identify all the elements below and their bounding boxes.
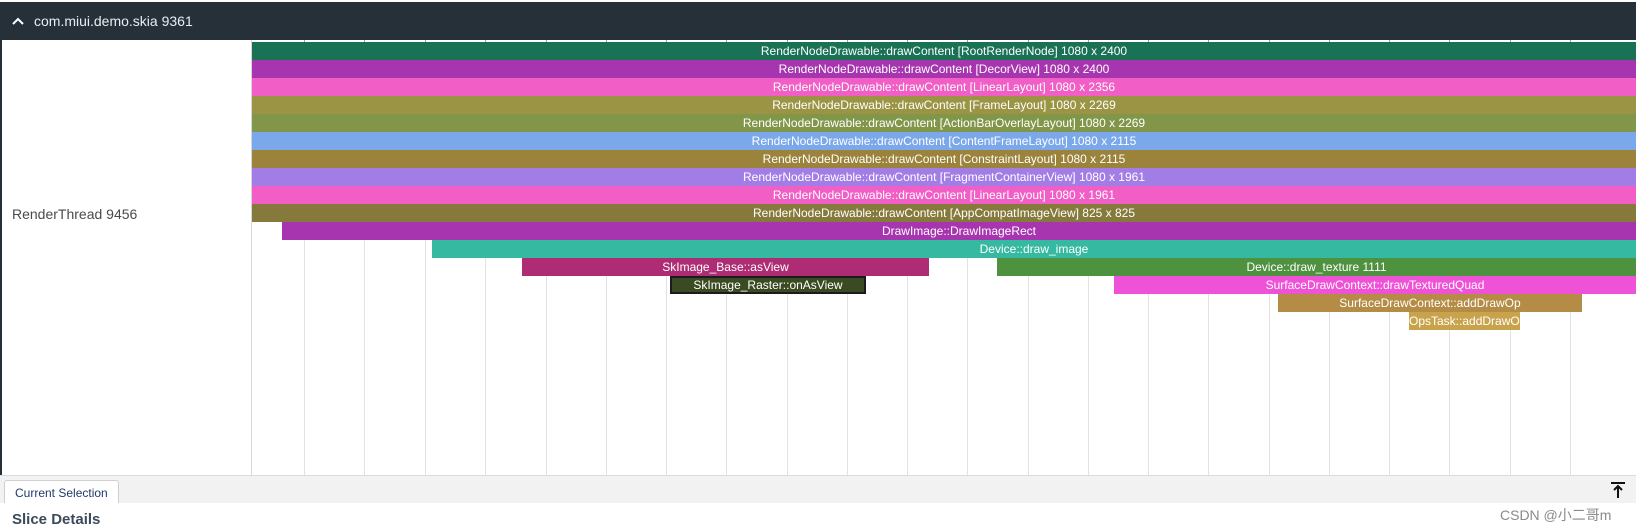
watermark: CSDN @小二哥m	[1500, 507, 1612, 523]
thread-track-label[interactable]: RenderThread 9456	[12, 206, 138, 222]
time-tick	[1269, 40, 1270, 42]
time-tick	[425, 40, 426, 42]
details-pane: Slice Details	[0, 503, 1636, 531]
time-tick	[1389, 40, 1390, 42]
time-tick	[1148, 40, 1149, 42]
track-left-edge	[0, 40, 2, 475]
time-tick	[666, 40, 667, 42]
trace-slice[interactable]: SkImage_Base::asView	[522, 258, 929, 276]
trace-slice[interactable]: RenderNodeDrawable::drawContent [Content…	[252, 132, 1636, 150]
time-tick	[1510, 40, 1511, 42]
slice-details-title: Slice Details	[12, 511, 101, 528]
time-tick	[1570, 40, 1571, 42]
pin-to-top-icon[interactable]	[1608, 480, 1628, 500]
grid-line	[425, 40, 426, 475]
trace-slice[interactable]: RenderNodeDrawable::drawContent [Constra…	[252, 150, 1636, 168]
time-tick	[1449, 40, 1450, 42]
time-tick	[1208, 40, 1209, 42]
grid-line	[304, 40, 305, 475]
time-tick	[1028, 40, 1029, 42]
top-strip	[0, 0, 1636, 2]
trace-slice[interactable]: DrawImage::DrawImageRect	[282, 222, 1636, 240]
time-tick	[364, 40, 365, 42]
trace-slice[interactable]: RenderNodeDrawable::drawContent [Fragmen…	[252, 168, 1636, 186]
trace-slice[interactable]: OpsTask::addDrawOp	[1409, 312, 1520, 330]
track-label-pane: RenderThread 9456	[2, 40, 252, 475]
trace-slice[interactable]: RenderNodeDrawable::drawContent [LinearL…	[252, 78, 1636, 96]
time-tick	[1329, 40, 1330, 42]
track-area: RenderThread 9456 RenderNodeDrawable::dr…	[0, 40, 1636, 475]
time-tick	[787, 40, 788, 42]
trace-slice[interactable]: Device::draw_texture 1111	[997, 258, 1636, 276]
time-tick	[847, 40, 848, 42]
trace-slice[interactable]: RenderNodeDrawable::drawContent [FrameLa…	[252, 96, 1636, 114]
thread-timeline[interactable]: RenderNodeDrawable::drawContent [RootRen…	[252, 40, 1636, 475]
tab-current-selection[interactable]: Current Selection	[4, 480, 119, 504]
trace-slice[interactable]: RenderNodeDrawable::drawContent [DecorVi…	[252, 60, 1636, 78]
time-tick	[606, 40, 607, 42]
trace-slice[interactable]: SkImage_Raster::onAsView	[670, 276, 866, 294]
trace-slice[interactable]: SurfaceDrawContext::addDrawOp	[1278, 294, 1582, 312]
time-tick	[967, 40, 968, 42]
chevron-up-icon[interactable]	[10, 14, 26, 28]
details-tab-bar: Current Selection	[0, 475, 1636, 504]
trace-slice[interactable]: RenderNodeDrawable::drawContent [LinearL…	[252, 186, 1636, 204]
time-tick-strip	[252, 40, 1636, 42]
time-tick	[726, 40, 727, 42]
process-title: com.miui.demo.skia 9361	[34, 13, 193, 29]
time-tick	[304, 40, 305, 42]
time-tick	[546, 40, 547, 42]
grid-line	[364, 40, 365, 475]
trace-slice[interactable]: Device::draw_image	[432, 240, 1636, 258]
trace-slice[interactable]: RenderNodeDrawable::drawContent [AppComp…	[252, 204, 1636, 222]
time-tick	[485, 40, 486, 42]
trace-slice[interactable]: RenderNodeDrawable::drawContent [RootRen…	[252, 42, 1636, 60]
trace-slice[interactable]: SurfaceDrawContext::drawTexturedQuad	[1114, 276, 1636, 294]
trace-slice[interactable]: RenderNodeDrawable::drawContent [ActionB…	[252, 114, 1636, 132]
process-track-header[interactable]: com.miui.demo.skia 9361	[0, 2, 1636, 40]
time-tick	[907, 40, 908, 42]
time-tick	[1088, 40, 1089, 42]
